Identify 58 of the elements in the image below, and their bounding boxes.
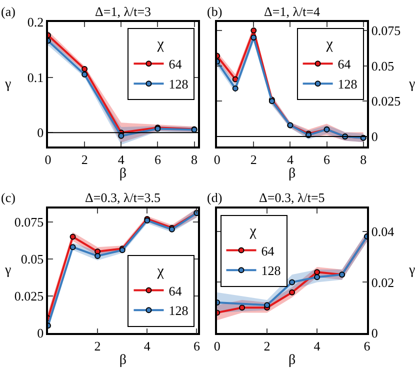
x-tick-label: 8 bbox=[360, 152, 367, 167]
x-tick-label: 4 bbox=[286, 152, 294, 167]
x-tick-label: 8 bbox=[191, 152, 198, 167]
x-axis-title: β bbox=[288, 166, 296, 182]
x-tick-label: 2 bbox=[81, 152, 88, 167]
legend-label: 64 bbox=[338, 56, 352, 72]
legend-label: 128 bbox=[168, 303, 188, 318]
text: (a) bbox=[1, 4, 16, 19]
x-tick-label: 6 bbox=[154, 152, 162, 167]
x-tick-label: 6 bbox=[193, 338, 200, 354]
text: (c) bbox=[1, 190, 16, 205]
y-tick-label: 0 bbox=[37, 326, 44, 341]
legend-label: 64 bbox=[168, 56, 182, 72]
legend-label: 128 bbox=[338, 76, 358, 92]
y2-tick-label: 0.04 bbox=[371, 224, 395, 239]
legend-title: χ bbox=[156, 36, 164, 53]
text: (b) bbox=[207, 4, 222, 19]
y-tick-label: 0.05 bbox=[20, 252, 44, 266]
legend-label: 128 bbox=[168, 76, 188, 92]
y-tick-label: 0.2 bbox=[27, 14, 44, 30]
y2-tick-label: 0.05 bbox=[371, 58, 394, 74]
y2-tick-label: 0 bbox=[371, 326, 378, 341]
y2-tick-label: 0.02 bbox=[371, 274, 394, 290]
x-tick-label: 6 bbox=[364, 338, 371, 354]
y2-tick-label: 0.075 bbox=[371, 23, 401, 38]
legend-label: 64 bbox=[168, 283, 182, 298]
x-axis-title: β bbox=[288, 353, 296, 368]
legend-title: χ bbox=[248, 223, 257, 240]
x-axis-title: β bbox=[119, 353, 127, 368]
legend-label: 128 bbox=[261, 263, 281, 278]
y-tick-label: 0.075 bbox=[14, 214, 44, 230]
y-axis-title: γ bbox=[4, 263, 12, 278]
x-tick-label: 2 bbox=[264, 338, 270, 354]
chart-title: Δ=0.3, λ/t=5 bbox=[259, 190, 325, 205]
x-tick-label: 4 bbox=[314, 338, 321, 354]
y2-tick-label: 0.025 bbox=[371, 94, 401, 109]
y2-axis-title: γ bbox=[408, 263, 415, 278]
legend-label: 64 bbox=[261, 243, 275, 258]
legend-title: χ bbox=[325, 36, 334, 53]
chart-title: Δ=0.3, λ/t=3.5 bbox=[85, 190, 161, 205]
x-tick-label: 4 bbox=[144, 338, 151, 354]
x-tick-label: 2 bbox=[94, 338, 101, 354]
y-tick-label: 0.1 bbox=[27, 70, 44, 85]
x-tick-label: 0 bbox=[214, 152, 220, 167]
y2-tick-label: 0 bbox=[371, 129, 378, 144]
chart-title: Δ=1, λ/t=4 bbox=[264, 4, 321, 19]
y-tick-label: 0 bbox=[37, 125, 44, 140]
x-tick-label: 6 bbox=[324, 152, 331, 167]
x-tick-label: 0 bbox=[214, 338, 220, 354]
text: (d) bbox=[207, 190, 222, 205]
chart-title: Δ=1, λ/t=3 bbox=[95, 4, 152, 19]
y-tick-label: 0.025 bbox=[14, 288, 44, 304]
x-axis-title: β bbox=[119, 166, 127, 182]
x-tick-label: 2 bbox=[250, 152, 257, 167]
y-axis-title: γ bbox=[4, 77, 12, 92]
legend-title: χ bbox=[156, 263, 164, 280]
y2-axis-title: γ bbox=[408, 77, 415, 92]
x-tick-label: 4 bbox=[118, 152, 125, 167]
